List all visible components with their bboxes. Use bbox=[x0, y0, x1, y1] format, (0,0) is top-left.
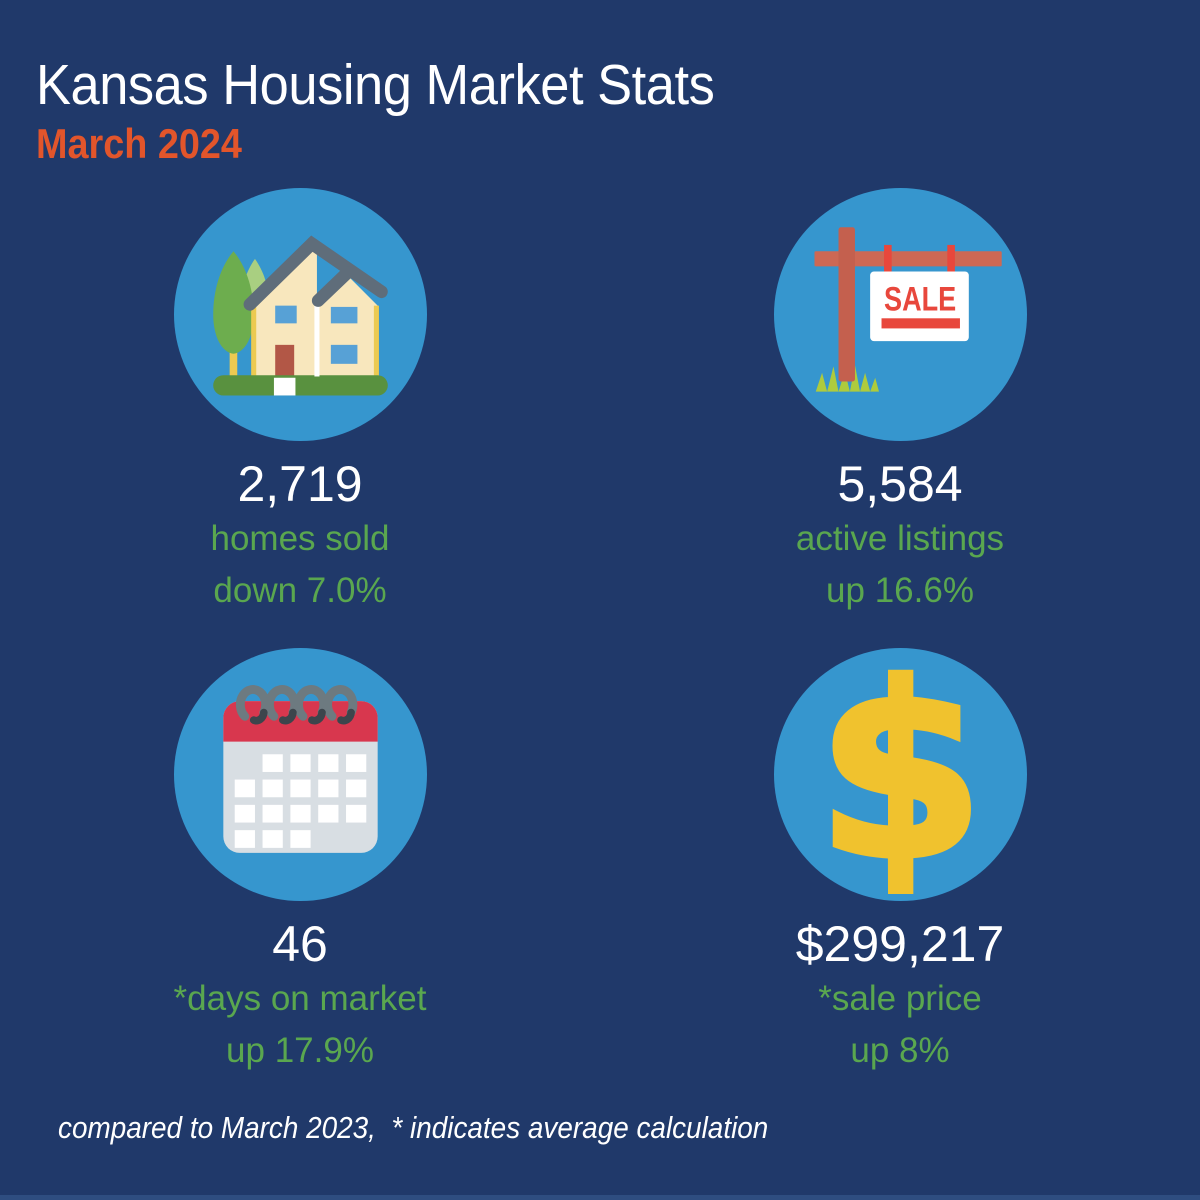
house-icon bbox=[173, 188, 427, 441]
bottom-edge-strip bbox=[0, 1195, 1200, 1200]
stat-sale-price: $ $299,217 *sale price up 8% bbox=[600, 648, 1200, 1077]
stat-change: down 7.0% bbox=[213, 571, 387, 610]
stat-active-listings: SALE 5,584 active listings up 16.6% bbox=[600, 188, 1200, 617]
page-subtitle: March 2024 bbox=[36, 120, 242, 167]
footnote: compared to March 2023, * indicates aver… bbox=[58, 1110, 769, 1145]
stat-label: *days on market bbox=[173, 979, 427, 1018]
stat-days-on-market: 46 *days on market up 17.9% bbox=[0, 648, 600, 1077]
stat-label: homes sold bbox=[210, 519, 390, 558]
dollar-glyph: $ bbox=[816, 648, 983, 901]
stat-change: up 16.6% bbox=[826, 571, 974, 610]
page-title: Kansas Housing Market Stats bbox=[36, 53, 715, 117]
stat-homes-sold: 2,719 homes sold down 7.0% bbox=[0, 188, 600, 617]
stat-change: up 17.9% bbox=[226, 1031, 374, 1070]
stat-value: 5,584 bbox=[837, 456, 963, 512]
dollar-sign-icon: $ bbox=[773, 648, 1027, 901]
stat-change: up 8% bbox=[850, 1031, 950, 1070]
header: Kansas Housing Market Stats March 2024 bbox=[36, 52, 773, 168]
sale-sign-icon: SALE bbox=[773, 188, 1027, 441]
calendar-icon bbox=[173, 648, 427, 901]
stat-value: 46 bbox=[272, 916, 328, 972]
sale-sign-text: SALE bbox=[884, 281, 956, 319]
stat-value: $299,217 bbox=[795, 916, 1005, 972]
stat-label: *sale price bbox=[818, 979, 982, 1018]
stat-label: active listings bbox=[795, 519, 1005, 558]
stat-value: 2,719 bbox=[237, 456, 363, 512]
